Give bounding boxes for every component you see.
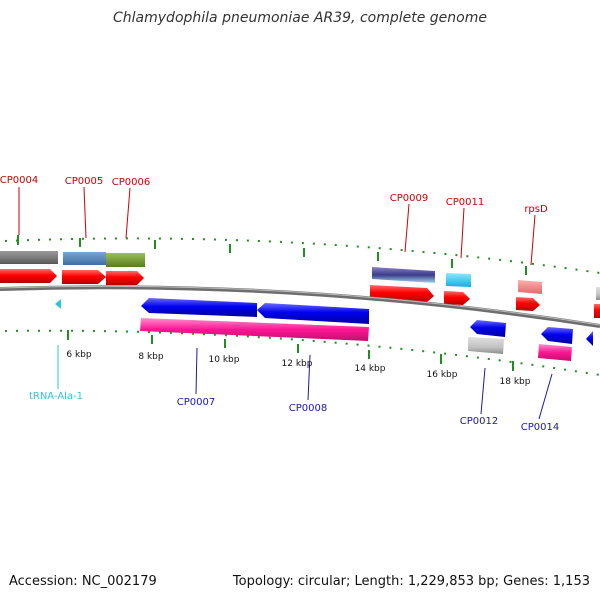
lower-leaders <box>57 345 553 420</box>
feature-block <box>63 252 106 265</box>
gene-label-trna-ala-1: tRNA-Ala-1 <box>29 391 83 402</box>
feature-block <box>0 251 58 264</box>
gene-arrow <box>586 331 593 346</box>
gene-label-cp0009: CP0009 <box>390 193 428 204</box>
scale-label: 10 kbp <box>209 355 240 365</box>
gene-arrow <box>516 297 540 311</box>
upper-leaders <box>18 186 536 266</box>
gene-arrow <box>140 318 369 341</box>
gene-label-cp0011: CP0011 <box>446 197 484 208</box>
feature-block <box>518 280 542 294</box>
scale-label: 8 kbp <box>138 352 164 362</box>
feature-block <box>468 337 504 354</box>
feature-block <box>446 273 471 287</box>
accession-text: Accession: NC_002179 <box>9 574 157 589</box>
lower-tick-track <box>4 329 600 376</box>
gene-arrow <box>141 298 257 317</box>
gene-label-cp0004: CP0004 <box>0 175 38 186</box>
gene-label-cp0012: CP0012 <box>460 416 498 427</box>
feature-block <box>596 287 600 300</box>
gene-label-rpsd: rpsD <box>524 204 548 215</box>
gene-label-cp0005: CP0005 <box>65 176 103 187</box>
upper-gene-labels: CP0004 CP0005 CP0006 CP0009 CP0011 rpsD <box>0 175 548 215</box>
gene-label-cp0007: CP0007 <box>177 397 215 408</box>
scale-label: 16 kbp <box>427 370 458 380</box>
gene-arrow <box>62 270 106 284</box>
gene-arrow <box>106 271 144 285</box>
genome-backbone <box>0 285 600 328</box>
gene-arrow <box>257 303 369 324</box>
gene-arrow <box>470 320 506 337</box>
gene-arrow <box>444 291 470 305</box>
feature-block <box>372 267 435 283</box>
scale-labels: 6 kbp 8 kbp 10 kbp 12 kbp 14 kbp 16 kbp … <box>66 350 530 387</box>
reverse-genes <box>55 298 593 361</box>
gene-label-cp0014: CP0014 <box>521 422 559 433</box>
gene-label-cp0006: CP0006 <box>112 177 150 188</box>
genome-backbone-highlight <box>0 285 600 326</box>
upper-tick-track <box>4 235 600 275</box>
scale-label: 12 kbp <box>282 359 313 369</box>
gene-arrow <box>0 269 57 283</box>
map-title: Chlamydophila pneumoniae AR39, complete … <box>113 10 487 26</box>
gene-arrow <box>594 304 600 318</box>
scale-label: 14 kbp <box>355 364 386 374</box>
trna-marker <box>55 299 61 309</box>
scale-label: 6 kbp <box>66 350 92 360</box>
gene-label-cp0008: CP0008 <box>289 403 327 414</box>
lower-gene-labels: tRNA-Ala-1 CP0007 CP0008 CP0012 CP0014 <box>29 391 559 433</box>
upper-feature-blocks <box>0 251 600 300</box>
scale-label: 18 kbp <box>500 377 531 387</box>
feature-block <box>106 253 145 267</box>
gene-arrow <box>538 344 572 361</box>
genome-summary-text: Topology: circular; Length: 1,229,853 bp… <box>232 574 590 589</box>
gene-arrow <box>541 327 573 344</box>
